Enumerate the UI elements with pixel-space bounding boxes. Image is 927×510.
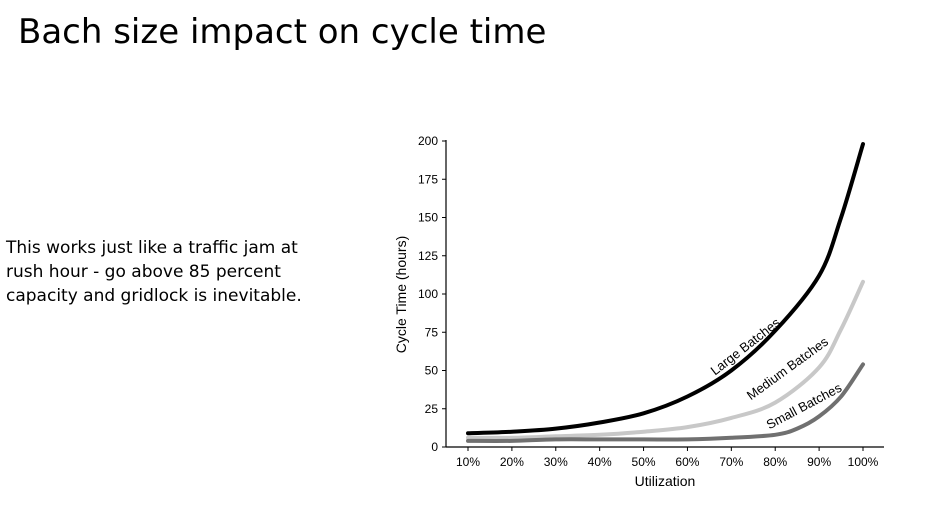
y-tick-label: 75 <box>425 325 439 339</box>
y-tick-label: 50 <box>425 364 439 378</box>
small-batches-line <box>466 362 865 443</box>
x-tick-label: 60% <box>675 455 699 469</box>
x-tick-label: 30% <box>544 455 568 469</box>
series-lines <box>466 142 865 443</box>
x-tick-label: 40% <box>588 455 612 469</box>
y-tick-label: 200 <box>418 134 438 148</box>
x-tick-label: 20% <box>500 455 524 469</box>
x-tick-label: 80% <box>763 455 787 469</box>
y-tick-label: 150 <box>418 211 438 225</box>
y-tick-label: 0 <box>431 440 438 454</box>
large-batches-label: Large Batches <box>708 314 784 378</box>
x-tick-label: 100% <box>848 455 879 469</box>
y-tick-label: 125 <box>418 249 438 263</box>
y-tick-label: 25 <box>425 402 439 416</box>
large-batches-line <box>466 142 865 436</box>
slide-title: Bach size impact on cycle time <box>18 12 547 52</box>
y-axis-title: Cycle Time (hours) <box>393 236 409 353</box>
medium-batches-line <box>466 279 865 440</box>
x-tick-label: 50% <box>632 455 656 469</box>
x-tick-label: 70% <box>719 455 743 469</box>
axes: 0 25 50 75 100 125 150 175 200 10% 20% 30% 40% 50% 60%… <box>393 134 884 489</box>
x-axis-title: Utilization <box>635 473 696 489</box>
y-tick-label: 175 <box>418 172 438 186</box>
x-tick-label: 90% <box>807 455 831 469</box>
body-text: This works just like a traffic jam at ru… <box>6 238 302 306</box>
y-tick-label: 100 <box>418 287 438 301</box>
x-tick-label: 10% <box>456 455 480 469</box>
